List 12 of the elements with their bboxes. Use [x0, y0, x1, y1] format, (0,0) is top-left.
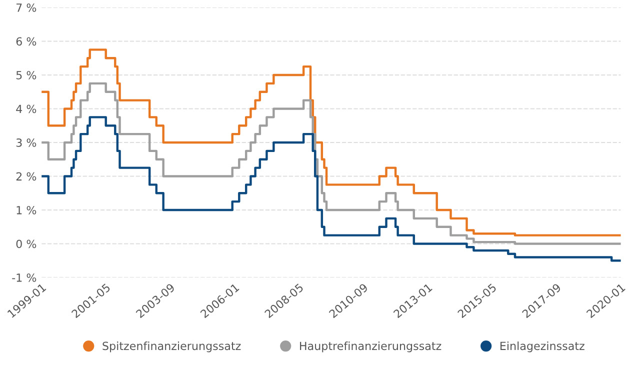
y-tick-label: -1 % [12, 273, 36, 282]
y-tick-label: 6 % [16, 37, 36, 46]
y-tick-label: 4 % [16, 104, 36, 114]
legend-label: Einlagezinssatz [500, 342, 584, 352]
y-tick-label: 2 % [16, 172, 36, 181]
y-tick-label: 1 % [16, 206, 36, 214]
y-tick-label: 3 % [16, 138, 36, 147]
y-tick-label: 7 % [16, 3, 36, 12]
legend-label: Hauptrefinanzierungssatz [300, 342, 442, 352]
y-tick-label: 5 % [16, 70, 36, 80]
y-tick-label: 0 % [16, 240, 36, 248]
legend-label: Spitzenfinanzierungssatz [102, 342, 241, 352]
